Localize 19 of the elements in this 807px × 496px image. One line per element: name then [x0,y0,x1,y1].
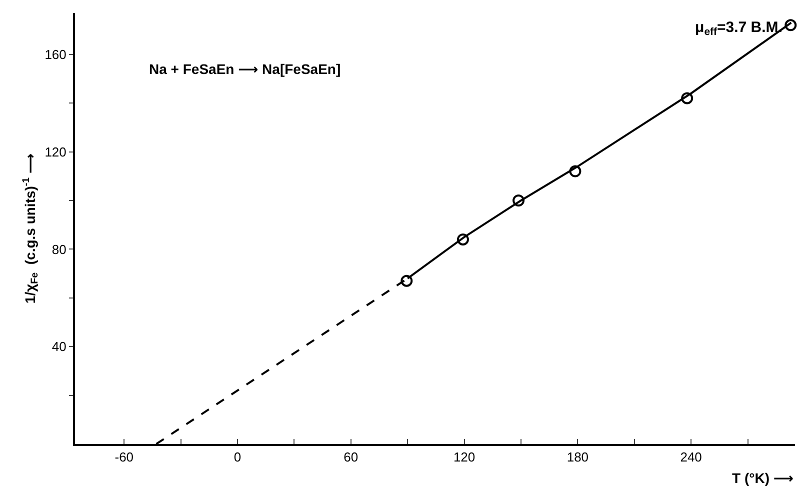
y-tick-label: 80 [52,242,66,257]
point [569,165,582,178]
x-tick-label: 180 [566,450,589,465]
x-tick-label: 120 [453,450,476,465]
annotation: Na + FeSaEn ⟶ Na[FeSaEn] [149,61,341,77]
point [512,194,525,206]
y-tick-label: 160 [44,46,66,62]
x-axis-title: T (°K) ⟶ [732,470,794,486]
x-tick-label: -60 [114,450,134,465]
x-tick-label: 60 [344,450,358,465]
point [681,92,694,104]
annotation: μ$_{eff}$=3.7 B.M. [695,19,782,38]
x-tick-label: 0 [234,450,242,465]
y-tick-label: 40 [52,339,66,354]
point [784,19,797,32]
point [456,233,469,246]
x-tick-label: 240 [680,450,702,465]
point [400,274,413,287]
y-tick-label: 120 [44,144,66,160]
